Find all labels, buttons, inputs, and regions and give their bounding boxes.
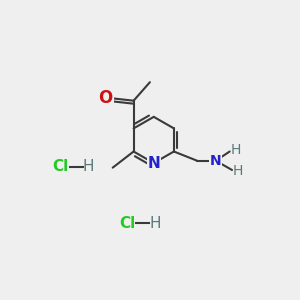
Text: H: H (232, 164, 243, 178)
Text: Cl: Cl (52, 159, 69, 174)
Text: H: H (149, 216, 161, 231)
Text: O: O (99, 89, 113, 107)
Text: H: H (230, 143, 241, 157)
Text: H: H (83, 159, 94, 174)
Text: N: N (210, 154, 221, 168)
Text: N: N (147, 155, 160, 170)
Text: Cl: Cl (119, 216, 135, 231)
